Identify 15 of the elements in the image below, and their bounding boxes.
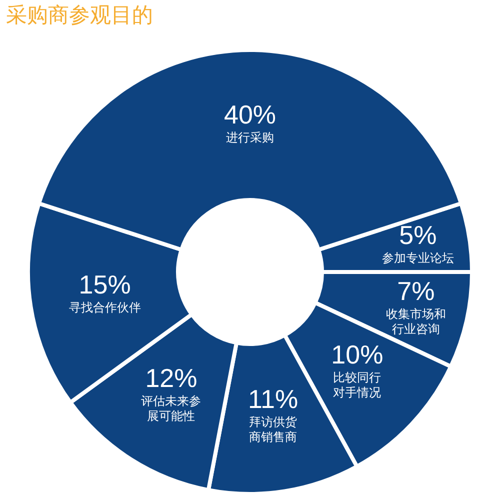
slice-label: 拜访供货商销售商 <box>248 415 297 444</box>
data-label: 11% <box>248 384 298 414</box>
data-label: 10% <box>331 340 384 370</box>
data-label: 12% <box>145 363 198 394</box>
slice-label: 寻找合作伙伴 <box>68 300 141 314</box>
slice-label: 评估未来参展可能性 <box>141 394 202 424</box>
data-label: 5% <box>399 220 437 250</box>
slice-label: 参加专业论坛 <box>382 250 454 265</box>
slice-label: 进行采购 <box>226 130 274 144</box>
data-label: 15% <box>78 269 131 300</box>
chart-title: 采购商参观目的 <box>6 4 153 27</box>
slice-label: 收集市场和行业咨询 <box>386 307 446 336</box>
slice-label: 比较同行对手情况 <box>333 370 382 400</box>
data-label: 40% <box>224 100 276 130</box>
data-label: 7% <box>397 276 435 306</box>
